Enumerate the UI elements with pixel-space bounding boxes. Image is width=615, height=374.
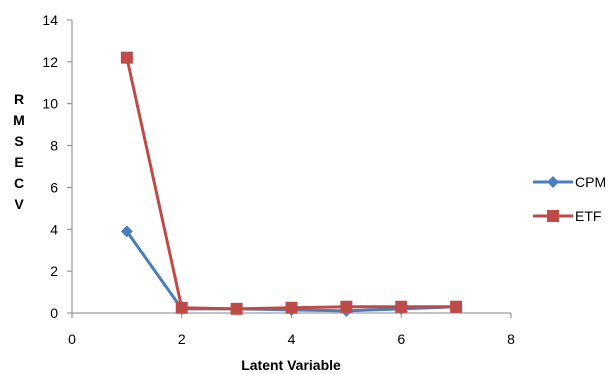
legend-swatch-marker	[547, 176, 559, 188]
x-tick-label: 8	[507, 331, 515, 347]
y-tick-label: 8	[50, 138, 58, 154]
legend: CPM ETF	[533, 174, 606, 224]
legend-item-cpm: CPM	[533, 174, 606, 190]
x-tick-label: 4	[288, 331, 296, 347]
data-point	[230, 302, 243, 315]
y-tick-label: 0	[50, 305, 58, 321]
legend-swatch-marker	[547, 210, 559, 222]
y-axis-title-letter: M	[13, 112, 25, 128]
legend-label: ETF	[575, 208, 601, 224]
y-tick-label: 14	[42, 12, 58, 28]
series-line	[125, 57, 457, 311]
y-axis-title-letter: R	[14, 91, 24, 107]
legend-item-etf: ETF	[533, 208, 601, 224]
data-point	[450, 300, 463, 313]
y-tick-label: 10	[42, 96, 58, 112]
y-tick-label: 12	[42, 54, 58, 70]
y-axis-title-letter: V	[14, 196, 24, 212]
legend-label: CPM	[575, 174, 606, 190]
series-etf	[120, 51, 463, 315]
x-tick-label: 6	[397, 331, 405, 347]
axes	[67, 19, 512, 318]
data-point	[120, 225, 133, 238]
y-axis-title-letter: S	[14, 133, 23, 149]
data-point	[175, 301, 188, 314]
data-point	[285, 301, 298, 314]
y-tick-label: 6	[50, 179, 58, 195]
y-tick-labels: 0 2 4 6 8 10 12 14	[42, 12, 58, 321]
y-tick-label: 2	[50, 263, 58, 279]
x-axis-title: Latent Variable	[241, 357, 341, 373]
x-tick-label: 0	[68, 331, 76, 347]
x-tick-label: 2	[178, 331, 186, 347]
data-point	[340, 300, 353, 313]
y-axis-title-letter: C	[14, 175, 24, 191]
x-tick-labels: 0 2 4 6 8	[68, 331, 515, 347]
data-point	[120, 51, 133, 64]
series-line	[125, 230, 457, 313]
y-tick-label: 4	[50, 221, 58, 237]
series-layer	[120, 51, 463, 317]
data-point	[395, 300, 408, 313]
y-axis-title-letter: E	[14, 154, 23, 170]
